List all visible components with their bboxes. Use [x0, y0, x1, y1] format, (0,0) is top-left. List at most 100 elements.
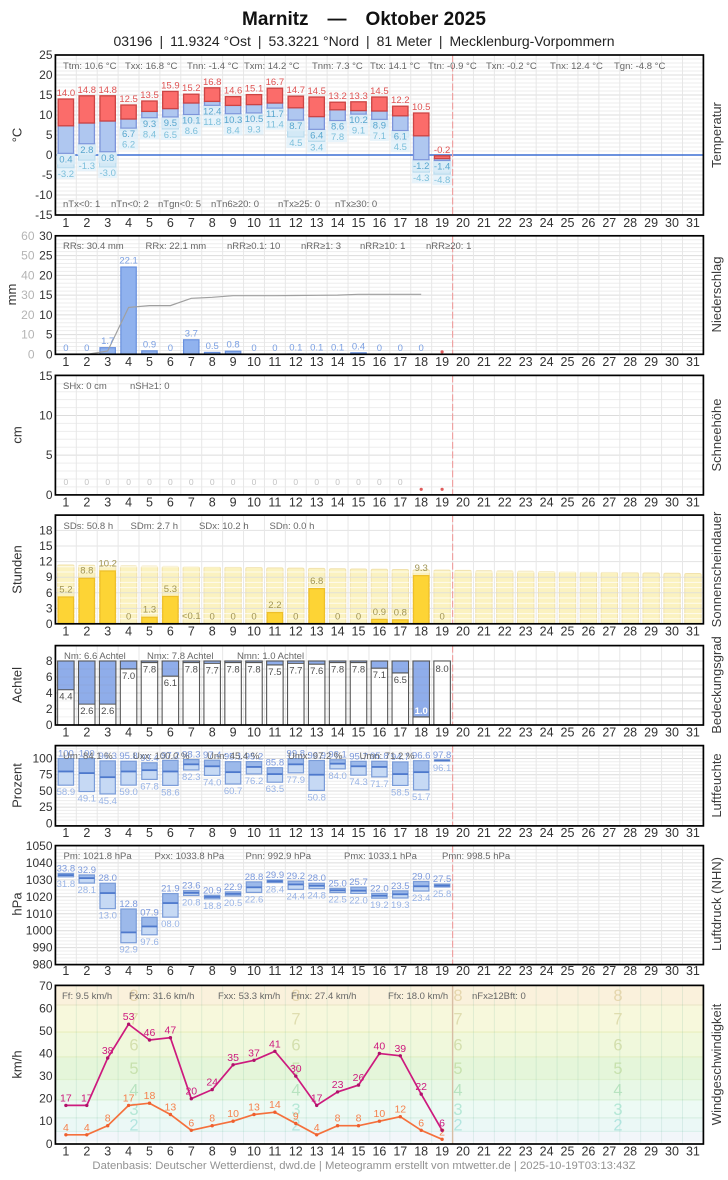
svg-text:Ttx: 14.1 °C: Ttx: 14.1 °C	[370, 61, 420, 72]
svg-text:-1.4: -1.4	[434, 162, 450, 173]
svg-text:4.5: 4.5	[394, 142, 407, 153]
svg-text:26: 26	[581, 216, 595, 230]
svg-text:0: 0	[46, 488, 53, 502]
svg-text:-5: -5	[42, 168, 53, 182]
svg-text:0.8: 0.8	[394, 607, 407, 618]
svg-text:97.6: 97.6	[140, 937, 159, 948]
svg-text:17: 17	[311, 1092, 323, 1104]
svg-text:nTn6≥20: 0: nTn6≥20: 0	[211, 199, 259, 210]
svg-text:0: 0	[63, 343, 68, 354]
svg-text:15: 15	[39, 88, 53, 102]
svg-text:82.3: 82.3	[182, 772, 201, 783]
svg-text:5: 5	[146, 216, 153, 230]
svg-text:22: 22	[498, 726, 512, 740]
svg-text:30: 30	[665, 726, 679, 740]
svg-text:30: 30	[21, 288, 35, 302]
svg-text:46: 46	[144, 1027, 156, 1039]
svg-text:6: 6	[46, 586, 53, 600]
svg-text:8: 8	[335, 1113, 341, 1125]
svg-text:19.2: 19.2	[370, 900, 389, 911]
svg-text:nRR≥20: 1: nRR≥20: 1	[426, 241, 471, 252]
svg-text:10: 10	[374, 1108, 386, 1120]
svg-text:20: 20	[456, 964, 470, 978]
svg-text:3: 3	[453, 1101, 462, 1119]
svg-text:0: 0	[46, 1137, 53, 1151]
svg-text:12.8: 12.8	[119, 899, 138, 910]
svg-text:3: 3	[104, 216, 111, 230]
svg-text:16: 16	[372, 826, 386, 840]
svg-text:6: 6	[418, 1117, 424, 1129]
svg-text:12: 12	[39, 555, 53, 569]
svg-text:0: 0	[398, 477, 403, 487]
svg-text:8: 8	[105, 1113, 111, 1125]
svg-text:980: 980	[32, 958, 52, 972]
svg-text:20: 20	[456, 216, 470, 230]
svg-text:18: 18	[414, 355, 428, 369]
svg-text:Fxx: 53.3 km/h: Fxx: 53.3 km/h	[218, 991, 280, 1002]
svg-text:14: 14	[331, 726, 345, 740]
svg-text:16: 16	[372, 964, 386, 978]
svg-text:3: 3	[104, 726, 111, 740]
svg-text:28.1: 28.1	[78, 885, 97, 896]
svg-text:15: 15	[352, 1145, 366, 1159]
svg-text:7.5: 7.5	[268, 667, 281, 678]
svg-text:nSH≥1: 0: nSH≥1: 0	[130, 381, 170, 392]
svg-text:33.8: 33.8	[57, 863, 76, 874]
svg-text:2: 2	[83, 1145, 90, 1159]
svg-text:27: 27	[602, 496, 616, 510]
svg-text:9.3: 9.3	[415, 563, 428, 574]
svg-text:29.2: 29.2	[287, 871, 306, 882]
svg-text:3: 3	[104, 964, 111, 978]
svg-text:6.4: 6.4	[310, 130, 323, 141]
svg-text:13: 13	[310, 826, 324, 840]
svg-text:8.4: 8.4	[226, 125, 239, 136]
svg-text:1010: 1010	[26, 907, 53, 921]
svg-text:Nmx: 7.8 Achtel: Nmx: 7.8 Achtel	[147, 651, 214, 662]
svg-text:5: 5	[46, 448, 53, 462]
svg-text:0: 0	[272, 343, 277, 354]
svg-text:70: 70	[39, 979, 53, 993]
svg-text:15: 15	[39, 288, 53, 302]
svg-text:17: 17	[60, 1092, 72, 1104]
svg-text:25: 25	[561, 964, 575, 978]
svg-text:6.8: 6.8	[310, 576, 323, 587]
svg-text:37: 37	[248, 1047, 260, 1059]
svg-text:97.8: 97.8	[433, 750, 452, 761]
svg-text:1: 1	[62, 726, 69, 740]
svg-text:12: 12	[289, 216, 303, 230]
svg-text:0: 0	[168, 343, 173, 354]
svg-text:15: 15	[352, 496, 366, 510]
svg-text:13.3: 13.3	[349, 91, 368, 102]
svg-text:0.4: 0.4	[59, 154, 72, 165]
svg-text:24: 24	[540, 964, 554, 978]
svg-text:26: 26	[581, 625, 595, 639]
svg-text:0.5: 0.5	[206, 341, 219, 352]
svg-text:13: 13	[310, 216, 324, 230]
svg-text:0: 0	[377, 477, 382, 487]
svg-text:Pmn: 998.5 hPa: Pmn: 998.5 hPa	[442, 851, 511, 862]
svg-text:14: 14	[331, 1145, 345, 1159]
svg-text:6: 6	[167, 625, 174, 639]
svg-text:0: 0	[419, 343, 424, 354]
svg-text:-3.0: -3.0	[100, 168, 116, 179]
svg-text:14.5: 14.5	[307, 86, 326, 97]
svg-text:1: 1	[62, 964, 69, 978]
svg-text:14: 14	[331, 496, 345, 510]
svg-text:Uxx: 100.0 %: Uxx: 100.0 %	[133, 751, 190, 762]
svg-text:Tgn: -4.8 °C: Tgn: -4.8 °C	[614, 61, 665, 72]
svg-text:3: 3	[104, 496, 111, 510]
svg-text:31.8: 31.8	[57, 879, 76, 890]
svg-text:10: 10	[21, 328, 35, 342]
svg-text:24: 24	[540, 216, 554, 230]
svg-text:22: 22	[498, 216, 512, 230]
svg-text:6: 6	[439, 1117, 445, 1129]
svg-text:24: 24	[206, 1077, 218, 1089]
svg-text:25.7: 25.7	[349, 877, 368, 888]
svg-text:20: 20	[456, 355, 470, 369]
svg-text:Txm: 14.2 °C: Txm: 14.2 °C	[244, 61, 300, 72]
svg-text:28.0: 28.0	[307, 873, 326, 884]
svg-text:1.7: 1.7	[101, 336, 114, 347]
svg-text:20: 20	[39, 1092, 53, 1106]
svg-text:27: 27	[602, 726, 616, 740]
svg-text:Fmx: 27.4 km/h: Fmx: 27.4 km/h	[291, 991, 356, 1002]
